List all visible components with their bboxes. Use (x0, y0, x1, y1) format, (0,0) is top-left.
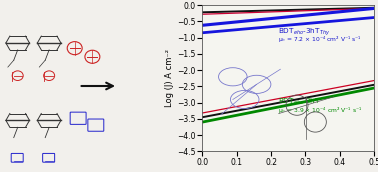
Y-axis label: Log (J) A cm⁻²: Log (J) A cm⁻² (165, 49, 174, 107)
Text: BDT$_{eho}$-3hT: BDT$_{eho}$-3hT (278, 97, 321, 108)
Text: μ$_h$ = 3.9 × 10⁻⁴ cm² V⁻¹ s⁻¹: μ$_h$ = 3.9 × 10⁻⁴ cm² V⁻¹ s⁻¹ (278, 105, 362, 115)
Text: μ$_h$ = 7.2 × 10⁻⁴ cm² V⁻¹ s⁻¹: μ$_h$ = 7.2 × 10⁻⁴ cm² V⁻¹ s⁻¹ (278, 34, 362, 44)
Text: BDT$_{eho}$-3hT$_{Thy}$: BDT$_{eho}$-3hT$_{Thy}$ (278, 26, 330, 38)
